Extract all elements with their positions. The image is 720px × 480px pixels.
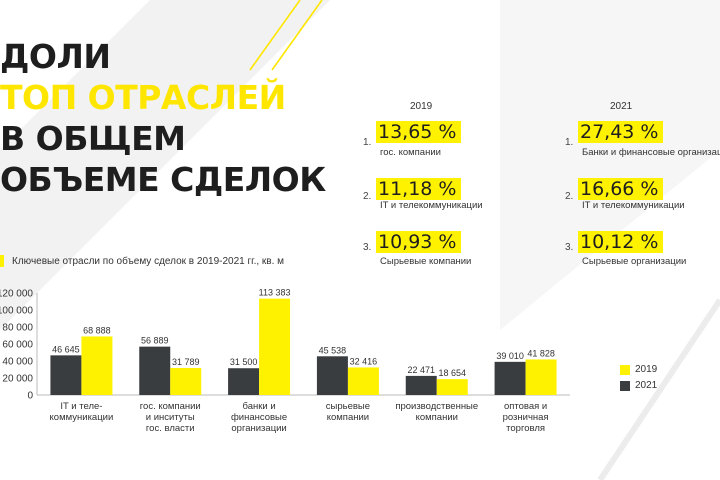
bar-data-label: 45 538 [319, 345, 347, 355]
bar-data-label: 39 010 [496, 351, 524, 361]
bar-data-label: 113 383 [259, 288, 291, 298]
x-category-label-line: гос. компании [140, 401, 201, 412]
share-label: Сырьевые организации [582, 256, 687, 267]
x-category-label-line: компании [327, 412, 369, 423]
rank-number: 1. [565, 137, 574, 148]
x-category-label-line: производственные [395, 401, 478, 412]
y-tick-label: 60 000 [2, 340, 33, 351]
rank-number: 3. [565, 242, 574, 253]
rank-number: 1. [363, 137, 372, 148]
legend-label-2019: 2019 [635, 364, 658, 375]
x-category-label: сырьевые компании [326, 401, 370, 423]
x-category-label-line: сырьевые [326, 401, 370, 412]
x-category-label-line: компании [416, 412, 458, 423]
bar-2021 [50, 355, 82, 395]
bar-2019 [259, 298, 291, 395]
bar-2021 [494, 361, 526, 395]
title-line-2: ТОП ОТРАСЛЕЙ [0, 78, 286, 117]
ranking-year-2019: 2019 [410, 101, 433, 112]
share-label: Банки и финансовые организации [582, 147, 720, 158]
x-category-label: гос. компании и инситуты гос. власти [140, 401, 201, 434]
y-tick-label: 40 000 [2, 357, 33, 368]
legend-swatch-2019 [620, 365, 630, 375]
bar-data-label: 32 416 [350, 356, 378, 366]
bar-data-label: 68 888 [83, 325, 111, 335]
bar-2019 [436, 379, 468, 395]
x-category-label-line: IT и теле- [60, 401, 102, 412]
y-tick-label: 0 [27, 391, 33, 402]
bar-chart: 0 20 000 40 000 60 000 80 000 100 000 120 000 4… [0, 288, 570, 434]
share-value: 11,18 % [376, 178, 461, 200]
y-tick-label: 80 000 [2, 323, 33, 334]
bar-2021 [316, 356, 348, 395]
bar-2021 [139, 346, 171, 395]
x-category-label-line: гос. власти [146, 423, 195, 434]
title-line-3: В ОБЩЕМ [0, 119, 186, 158]
share-value: 10,93 % [376, 231, 461, 253]
rank-number: 2. [363, 191, 372, 202]
share-value: 16,66 % [578, 178, 663, 200]
bar-data-label: 31 500 [230, 357, 258, 367]
ranking-year-2021: 2021 [610, 101, 633, 112]
y-tick-label: 100 000 [0, 306, 33, 317]
legend-label-2021: 2021 [635, 380, 658, 391]
share-value: 10,12 % [578, 231, 663, 253]
title-line-4: ОБЪЕМЕ СДЕЛОК [0, 160, 326, 199]
legend-swatch-2021 [620, 381, 630, 391]
share-value: 27,43 % [578, 121, 663, 143]
bar-data-label: 56 889 [141, 336, 169, 346]
rank-number: 3. [363, 242, 372, 253]
x-category-label-line: банки и [242, 401, 275, 412]
share-label: IT и телекоммуникации [380, 200, 483, 211]
bar-2021 [405, 375, 437, 395]
share-label: IT и телекоммуникации [582, 200, 685, 211]
share-value: 13,65 % [376, 121, 461, 143]
x-category-label-line: коммуникации [50, 412, 114, 423]
bar-2019 [170, 367, 202, 395]
x-category-label-line: финансовые [231, 412, 287, 423]
bar-2019 [81, 336, 113, 395]
x-category-label: банки и финансовые организации [231, 401, 287, 434]
title-line-1: ДОЛИ [0, 37, 111, 76]
bar-2019 [347, 367, 379, 395]
x-category-label-line: торговля [506, 423, 545, 434]
bar-2019 [525, 359, 557, 395]
bar-data-label: 31 789 [172, 357, 200, 367]
y-tick-label: 120 000 [0, 289, 33, 300]
bar-2021 [228, 368, 260, 395]
bar-data-label: 22 471 [407, 365, 435, 375]
x-category-label: оптовая и розничная торговля [503, 401, 549, 434]
y-tick-label: 20 000 [2, 374, 33, 385]
x-category-label-line: организации [231, 423, 286, 434]
x-category-label-line: оптовая и [504, 401, 547, 412]
bar-data-label: 18 654 [438, 368, 466, 378]
rank-number: 2. [565, 191, 574, 202]
chart-caption: Ключевые отрасли по объему сделок в 2019… [12, 256, 285, 267]
x-category-label: IT и теле-коммуникации [50, 401, 114, 423]
x-category-label: производственные компании [395, 401, 478, 423]
share-label: Сырьевые компании [380, 256, 472, 267]
x-category-label-line: розничная [503, 412, 549, 423]
page-title: ДОЛИ ТОП ОТРАСЛЕЙ В ОБЩЕМ ОБЪЕМЕ СДЕЛОК [0, 36, 326, 200]
x-category-label-line: и инситуты [146, 412, 195, 423]
caption-marker [0, 255, 4, 267]
bar-data-label: 41 828 [527, 348, 555, 358]
bar-data-label: 46 645 [52, 344, 80, 354]
share-label: гос. компании [380, 147, 441, 158]
